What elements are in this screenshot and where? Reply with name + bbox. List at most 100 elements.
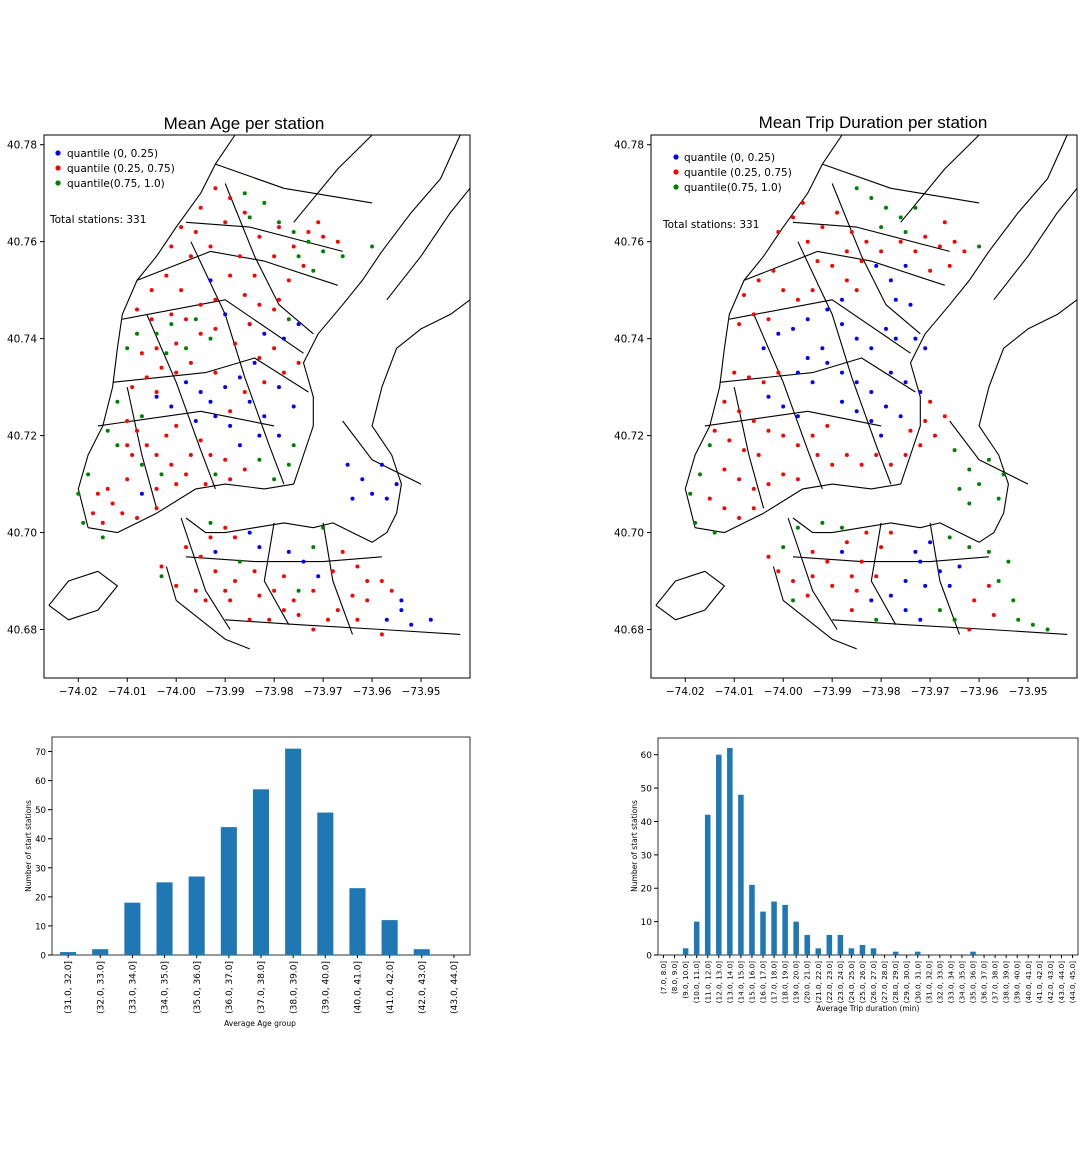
y-tick-label: 50 [35,806,46,816]
district-border [97,410,275,427]
x-tick-label: (29.0, 30.0] [902,961,911,1003]
map-plot-area [44,135,470,678]
station-point-q1 [316,574,321,579]
station-point-q3 [874,617,879,622]
district-border [126,386,158,509]
station-point-q2 [169,312,174,317]
x-tick-label: (27.0, 28.0] [880,961,889,1003]
x-tick-label: −73.96 [960,686,999,698]
station-point-q2 [159,564,164,569]
bar [220,827,237,955]
district-border [832,619,1068,635]
station-point-q2 [874,453,879,457]
x-tick-label: (8.0, 9.0] [670,961,679,994]
bar [317,812,334,955]
station-point-q1 [918,617,923,622]
station-point-q2 [159,365,164,370]
station-point-q2 [154,390,159,394]
station-point-q3 [996,579,1001,583]
station-point-q2 [991,613,996,617]
station-point-q1 [903,263,908,268]
station-point-q2 [125,477,130,482]
x-tick-label: (41.0, 42.0] [386,961,396,1014]
bar [381,920,398,955]
district-border [831,183,921,335]
station-point-q2 [737,516,742,520]
bar [738,794,744,955]
station-point-q2 [795,297,800,302]
station-point-q2 [208,244,213,249]
station-point-q2 [154,453,159,457]
station-point-q2 [742,293,746,297]
station-point-q2 [311,627,316,632]
bar [782,904,788,955]
district-border [743,250,945,286]
station-point-q3 [952,448,957,453]
station-point-q1 [795,414,800,419]
x-tick-label: (31.0, 32.0] [924,961,933,1003]
x-tick-label: (12.0, 13.0] [714,961,723,1003]
station-point-q2 [746,375,751,380]
station-point-q3 [115,443,120,448]
station-point-q2 [223,220,228,225]
station-point-q3 [854,186,859,191]
map-frame [650,134,1078,679]
map-y-axis: 40.78 40.76 40.74 40.72 40.70 40.68 [7,140,44,637]
station-point-q3 [159,472,164,477]
station-point-q1 [825,307,830,312]
station-point-q3 [370,244,375,249]
station-point-q1 [237,375,242,380]
x-tick-label: (16.0, 17.0] [759,961,768,1003]
station-point-q1 [262,414,267,419]
station-point-q1 [286,549,291,554]
station-point-q2 [296,613,301,617]
station-point-q1 [918,390,923,394]
station-point-q1 [957,564,962,569]
y-tick-label: 60 [641,751,653,761]
station-point-q2 [365,579,370,583]
station-point-q2 [888,530,893,535]
station-point-q2 [849,608,854,613]
station-point-q2 [810,549,815,554]
map-frame [43,134,471,679]
station-point-q1 [237,443,242,448]
x-tick-label: (35.0, 36.0] [193,961,203,1014]
station-point-q1 [223,312,228,317]
station-point-q2 [751,312,756,317]
district-border [180,517,231,630]
y-tick-label: 20 [641,885,653,895]
station-point-q3 [296,588,301,593]
station-point-q2 [213,569,218,574]
x-tick-label: −73.97 [911,686,950,698]
bars [682,748,976,955]
x-tick-label: (33.0, 34.0] [129,961,139,1014]
station-point-q2 [316,220,321,225]
station-point-q2 [149,288,154,293]
legend-label-q1: quantile (0, 0.25) [684,152,775,164]
x-tick-label: −73.95 [402,686,441,698]
bar [60,952,77,955]
station-point-q1 [370,491,375,496]
station-point-q2 [879,249,884,254]
station-point-q1 [805,317,810,322]
station-point-q2 [859,259,864,264]
station-point-q1 [184,380,188,385]
legend-marker-q3 [673,184,679,190]
station-point-q1 [247,399,252,404]
station-point-q2 [751,506,756,511]
station-point-q1 [840,549,844,554]
station-point-q2 [100,520,105,525]
x-tick-label: (7.0, 8.0] [659,961,668,994]
station-point-q3 [947,535,952,540]
station-point-q2 [859,559,864,564]
x-tick-label: (20.0, 21.0] [803,961,812,1003]
x-tick-label: (36.0, 37.0] [980,961,989,1003]
x-tick-label: (41.0, 42.0] [1035,961,1044,1003]
station-point-q2 [223,457,228,462]
station-point-q2 [771,268,776,273]
y-tick-label: 40.70 [7,528,37,540]
station-point-q2 [95,491,100,496]
station-point-q2 [296,360,301,365]
bar [771,901,777,955]
bar [826,934,833,955]
